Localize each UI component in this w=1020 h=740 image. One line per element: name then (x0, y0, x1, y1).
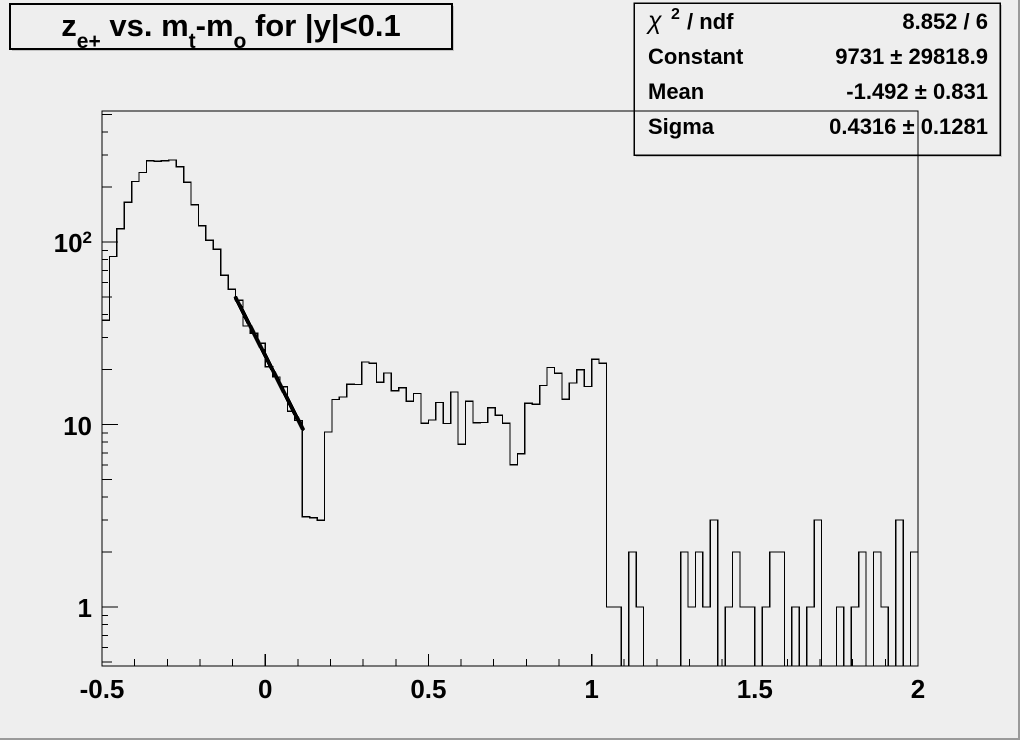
svg-text:-0.5: -0.5 (80, 674, 125, 704)
svg-text:9731 ± 29818.9: 9731 ± 29818.9 (835, 44, 988, 69)
svg-text:1: 1 (584, 674, 598, 704)
svg-text:1.5: 1.5 (737, 674, 773, 704)
svg-text:χ: χ (646, 7, 662, 35)
svg-text:Constant: Constant (648, 44, 744, 69)
svg-text:10: 10 (63, 411, 92, 441)
svg-text:0.5: 0.5 (410, 674, 446, 704)
svg-text:/ ndf: / ndf (687, 9, 734, 34)
svg-text:-1.492 ± 0.831: -1.492 ± 0.831 (846, 79, 988, 104)
svg-text:2: 2 (671, 6, 680, 23)
svg-text:2: 2 (911, 674, 925, 704)
svg-text:1: 1 (78, 593, 92, 623)
svg-text:0.4316 ± 0.1281: 0.4316 ± 0.1281 (829, 114, 988, 139)
svg-text:Sigma: Sigma (648, 114, 715, 139)
svg-text:0: 0 (258, 674, 272, 704)
svg-text:Mean: Mean (648, 79, 704, 104)
svg-text:8.852 / 6: 8.852 / 6 (902, 9, 988, 34)
